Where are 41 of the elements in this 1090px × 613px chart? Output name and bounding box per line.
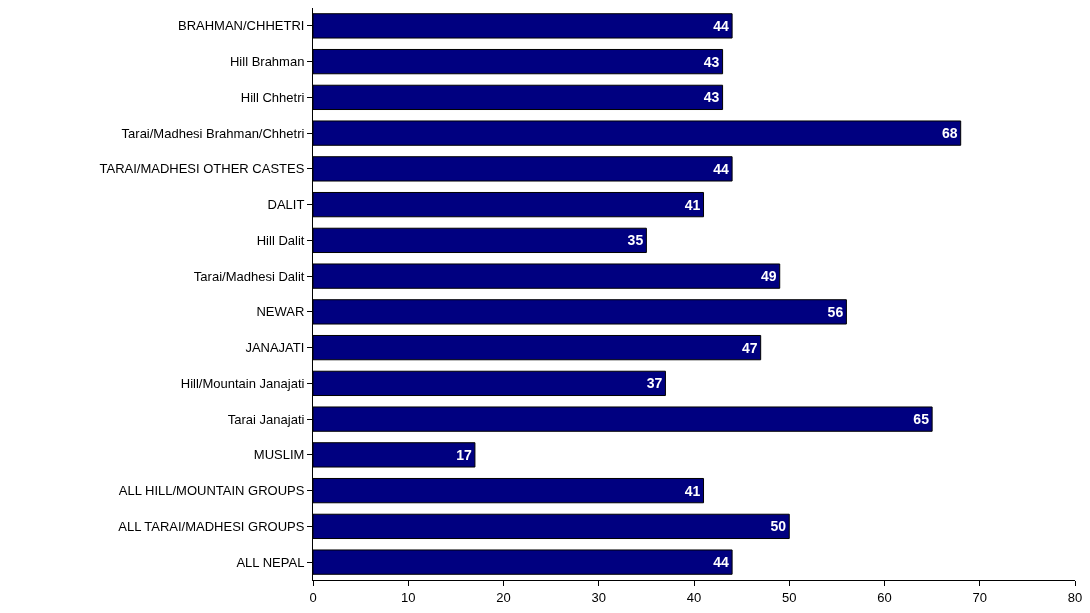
y-tick-label: TARAI/MADHESI OTHER CASTES — [99, 161, 305, 177]
data-label: 41 — [684, 482, 701, 499]
data-label: 43 — [703, 89, 720, 106]
x-tick-label: 20 — [496, 589, 511, 605]
y-tick-label: Tarai/Madhesi Dalit — [193, 268, 305, 284]
data-label: 44 — [713, 554, 730, 571]
y-tick-label: ALL HILL/MOUNTAIN GROUPS — [118, 483, 305, 499]
data-label: 65 — [913, 411, 930, 428]
y-tick-label: Hill Dalit — [256, 232, 305, 248]
x-tick-label: 10 — [401, 589, 416, 605]
data-label: 50 — [770, 518, 787, 535]
x-tick-label: 70 — [972, 589, 987, 605]
y-tick-label: JANAJATI — [245, 340, 305, 356]
x-tick-label: 80 — [1067, 589, 1083, 605]
y-tick-label: MUSLIM — [253, 447, 305, 463]
data-label: 35 — [627, 232, 644, 249]
y-tick-label: Hill/Mountain Janajati — [180, 375, 305, 391]
y-tick-label: ALL NEPAL — [236, 554, 305, 570]
x-tick-label: 50 — [782, 589, 797, 605]
data-label: 44 — [713, 160, 730, 177]
y-tick-label: NEWAR — [256, 304, 305, 320]
y-tick-label: Tarai Janajati — [227, 411, 305, 427]
y-tick-label: Tarai/Madhesi Brahman/Chhetri — [121, 125, 305, 141]
data-label: 56 — [827, 303, 844, 320]
data-label: 44 — [713, 17, 730, 34]
data-label: 17 — [456, 446, 472, 463]
x-tick-label: 60 — [877, 589, 892, 605]
x-tick-label: 30 — [591, 589, 606, 605]
x-tick-label: 40 — [686, 589, 702, 605]
y-tick-label: Hill Chhetri — [240, 89, 305, 105]
data-label: 49 — [760, 268, 777, 285]
y-tick-label: BRAHMAN/CHHETRI — [177, 18, 305, 34]
data-label: 41 — [684, 196, 701, 213]
y-tick-label: Hill Brahman — [229, 54, 305, 70]
data-label: 37 — [646, 375, 663, 392]
y-tick-label: ALL TARAI/MADHESI GROUPS — [118, 518, 305, 534]
x-tick-label: 0 — [309, 589, 317, 605]
data-label: 43 — [703, 53, 720, 70]
y-tick-label: DALIT — [267, 197, 305, 213]
data-label: 68 — [941, 125, 958, 142]
data-label: 47 — [741, 339, 758, 356]
